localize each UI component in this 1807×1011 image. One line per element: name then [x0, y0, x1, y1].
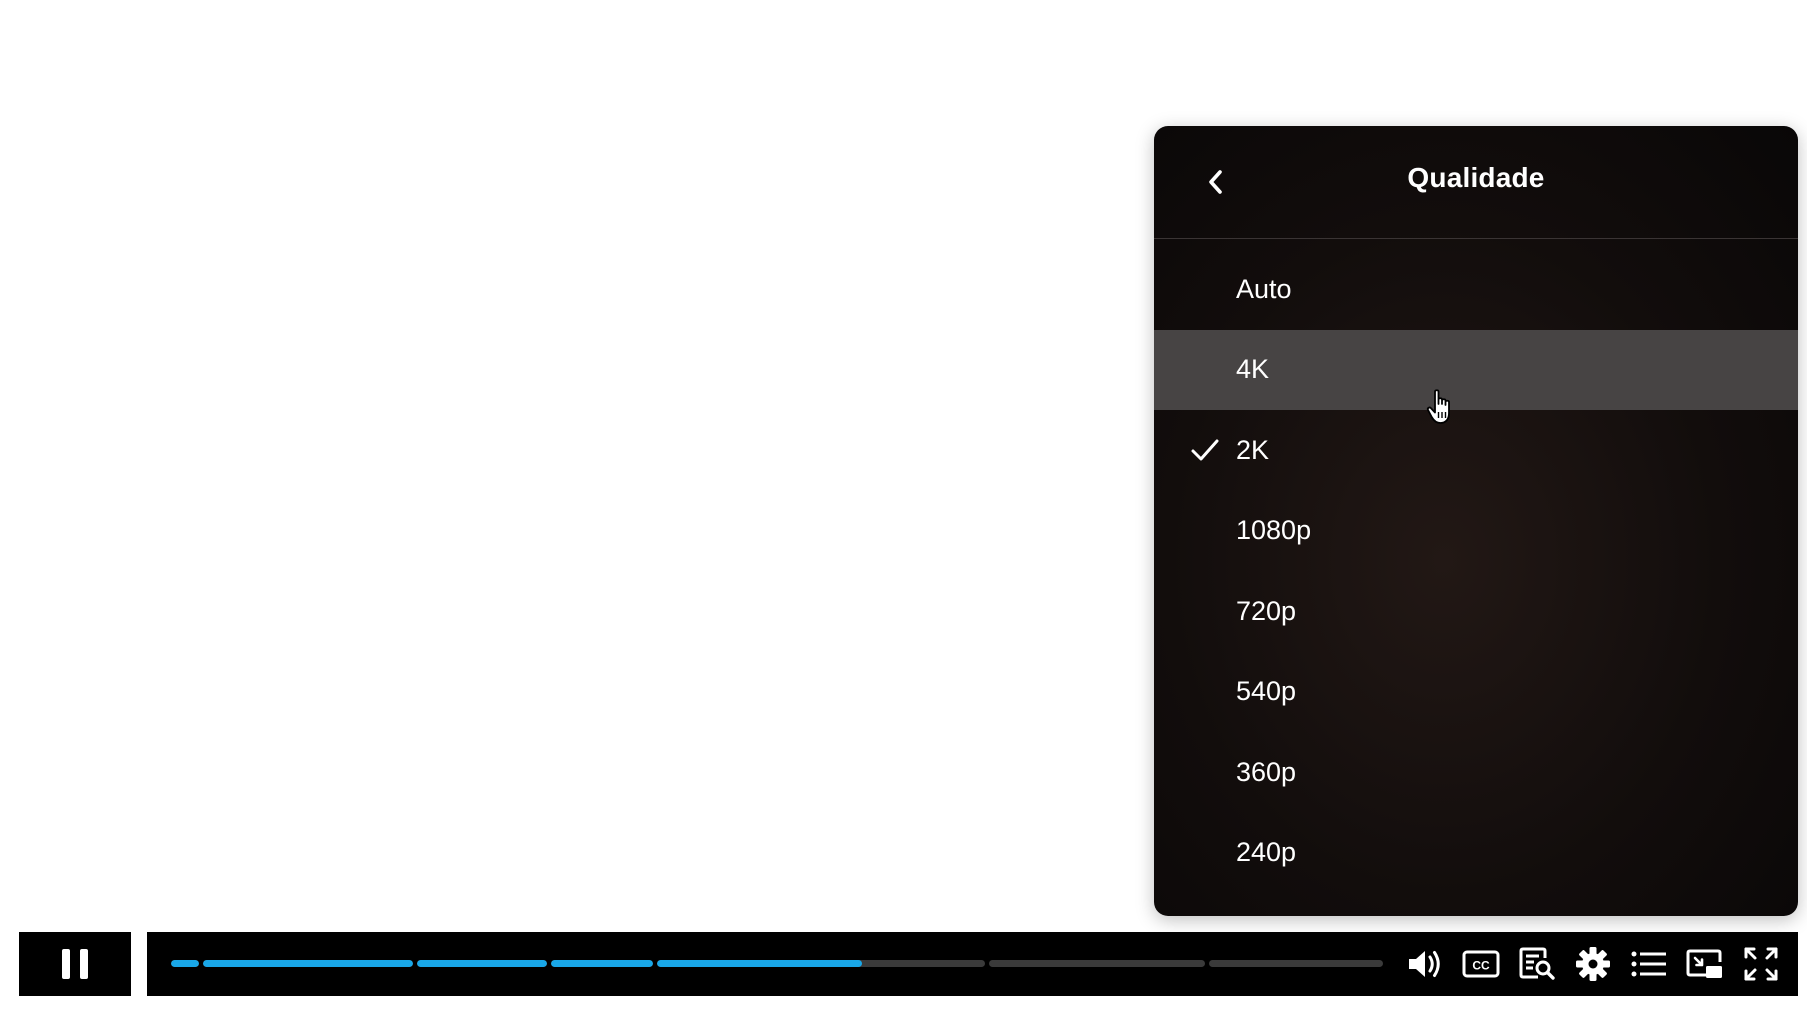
quality-option-540p[interactable]: 540p — [1154, 652, 1798, 733]
quality-option-label: 240p — [1236, 837, 1297, 868]
picture-in-picture-icon — [1686, 949, 1722, 978]
progress-bar[interactable] — [171, 960, 1383, 967]
settings-button[interactable] — [1565, 936, 1621, 992]
volume-button[interactable] — [1397, 936, 1453, 992]
quality-option-2k[interactable]: 2K — [1154, 410, 1798, 491]
quality-menu-header: Qualidade — [1154, 126, 1798, 239]
closed-captions-icon: CC — [1462, 950, 1500, 978]
progress-segment[interactable] — [417, 960, 547, 967]
pause-button[interactable] — [19, 932, 131, 996]
control-icons: CC — [1397, 932, 1789, 996]
progress-segment[interactable] — [657, 960, 985, 967]
quality-option-label: 4K — [1236, 354, 1270, 385]
transcript-search-icon — [1519, 947, 1555, 980]
chapters-button[interactable] — [1621, 936, 1677, 992]
fullscreen-icon — [1744, 947, 1778, 981]
chapters-list-icon — [1631, 951, 1666, 977]
quality-option-label: 360p — [1236, 756, 1297, 787]
quality-options-list: Auto 4K 2K 1080p 720p 540p 360p 240p — [1154, 239, 1798, 893]
transcript-button[interactable] — [1509, 936, 1565, 992]
settings-gear-icon — [1576, 947, 1610, 981]
progress-played-fill — [203, 960, 413, 967]
progress-segment[interactable] — [989, 960, 1205, 967]
quality-option-720p[interactable]: 720p — [1154, 571, 1798, 652]
progress-segment[interactable] — [203, 960, 413, 967]
progress-played-fill — [171, 960, 199, 967]
quality-option-label: Auto — [1236, 273, 1292, 304]
chevron-left-icon — [1209, 170, 1222, 194]
closed-captions-button[interactable]: CC — [1453, 936, 1509, 992]
progress-played-fill — [417, 960, 547, 967]
picture-in-picture-button[interactable] — [1677, 936, 1733, 992]
quality-option-4k[interactable]: 4K — [1154, 329, 1798, 410]
quality-option-1080p[interactable]: 1080p — [1154, 491, 1798, 572]
quality-option-label: 540p — [1236, 676, 1297, 707]
progress-segment[interactable] — [1209, 960, 1383, 967]
quality-option-label: 2K — [1236, 434, 1270, 465]
quality-menu: Qualidade Auto 4K 2K 1080p 720p 540p 360p 240p — [1154, 126, 1798, 916]
quality-menu-title: Qualidade — [1407, 162, 1545, 193]
fullscreen-button[interactable] — [1733, 936, 1789, 992]
svg-text:CC: CC — [1472, 959, 1490, 973]
volume-icon — [1409, 951, 1440, 977]
quality-option-label: 1080p — [1236, 515, 1312, 546]
progress-played-fill — [551, 960, 653, 967]
quality-option-auto[interactable]: Auto — [1154, 249, 1798, 330]
quality-option-label: 720p — [1236, 595, 1297, 626]
quality-option-360p[interactable]: 360p — [1154, 732, 1798, 813]
progress-segment[interactable] — [171, 960, 199, 967]
progress-played-fill — [657, 960, 862, 967]
check-icon — [1191, 439, 1219, 461]
back-button[interactable] — [1192, 158, 1240, 206]
control-bar: CC — [147, 932, 1798, 996]
pause-icon — [57, 949, 93, 979]
quality-option-240p[interactable]: 240p — [1154, 813, 1798, 894]
progress-segment[interactable] — [551, 960, 653, 967]
